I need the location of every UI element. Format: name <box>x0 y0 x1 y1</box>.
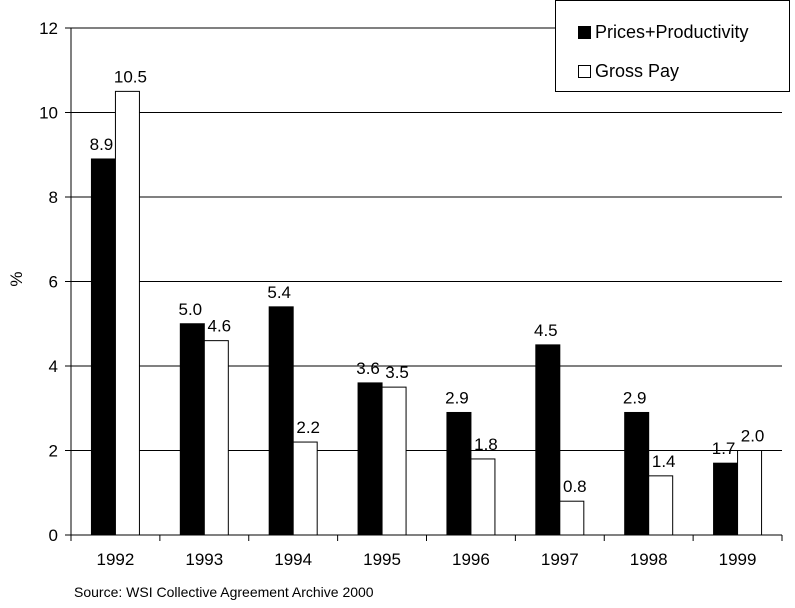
x-tick-label: 1993 <box>185 550 223 569</box>
bar-prices-productivity <box>268 306 294 536</box>
data-label: 1.4 <box>652 452 676 471</box>
bar-prices-productivity <box>713 462 739 536</box>
bar-gross-pay <box>559 500 585 536</box>
data-label: 1.7 <box>712 439 736 458</box>
y-axis: 0 2 4 6 8 10 12 <box>39 19 72 545</box>
x-tick-label: 1997 <box>541 550 579 569</box>
bar-gross-pay <box>381 386 407 536</box>
legend-swatch-black <box>578 26 591 39</box>
x-tick-label: 1994 <box>274 550 312 569</box>
bars <box>90 90 763 536</box>
bar-gross-pay <box>203 340 229 536</box>
legend-item-gross-pay: Gross Pay <box>578 61 679 82</box>
y-tick-label: 2 <box>49 442 58 461</box>
y-axis-title: % <box>7 271 26 286</box>
source-note: Source: WSI Collective Agreement Archive… <box>74 584 374 600</box>
bar-gross-pay <box>648 475 674 536</box>
bar-gross-pay <box>470 458 496 536</box>
bar-gross-pay <box>737 450 763 536</box>
legend-label: Prices+Productivity <box>595 22 749 42</box>
data-label: 2.2 <box>296 418 320 437</box>
x-tick-label: 1999 <box>719 550 757 569</box>
y-tick-label: 4 <box>49 357 58 376</box>
data-label: 5.0 <box>178 300 202 319</box>
data-label: 2.0 <box>741 427 765 446</box>
x-tick-label: 1998 <box>630 550 668 569</box>
x-axis: 1992 1993 1994 1995 1996 1997 1998 1999 <box>70 534 783 569</box>
y-tick-label: 0 <box>49 526 58 545</box>
x-tick-label: 1992 <box>97 550 135 569</box>
data-labels: 8.9 10.5 5.0 4.6 5.4 2.2 3.6 3.5 2.9 1.8 4.5 0.8 2.9… <box>90 67 765 496</box>
data-label: 3.5 <box>385 363 409 382</box>
legend-label: Gross Pay <box>595 61 680 81</box>
bar-gross-pay <box>292 441 318 536</box>
y-tick-label: 12 <box>39 19 58 38</box>
bar-prices-productivity <box>624 411 650 536</box>
data-label: 5.4 <box>267 283 291 302</box>
x-tick-label: 1996 <box>452 550 490 569</box>
data-label: 4.5 <box>534 321 558 340</box>
y-tick-label: 6 <box>49 273 58 292</box>
legend-item-prices-productivity: Prices+Productivity <box>578 22 749 43</box>
y-tick-label: 10 <box>39 104 58 123</box>
data-label: 3.6 <box>356 359 380 378</box>
bar-prices-productivity <box>90 158 116 536</box>
y-tick-label: 8 <box>49 188 58 207</box>
bar-gross-pay <box>114 90 140 536</box>
bar-prices-productivity <box>357 382 383 536</box>
x-tick-label: 1995 <box>363 550 401 569</box>
data-label: 4.6 <box>207 317 231 336</box>
data-label: 2.9 <box>445 388 469 407</box>
data-label: 2.9 <box>623 388 647 407</box>
data-label: 0.8 <box>563 477 587 496</box>
data-label: 8.9 <box>90 135 114 154</box>
bar-prices-productivity <box>446 411 472 536</box>
bar-prices-productivity <box>179 323 205 536</box>
data-label: 1.8 <box>474 435 498 454</box>
legend: Prices+Productivity Gross Pay <box>555 0 790 92</box>
data-label: 10.5 <box>114 67 147 86</box>
legend-swatch-white <box>578 65 591 78</box>
bar-prices-productivity <box>535 344 561 536</box>
